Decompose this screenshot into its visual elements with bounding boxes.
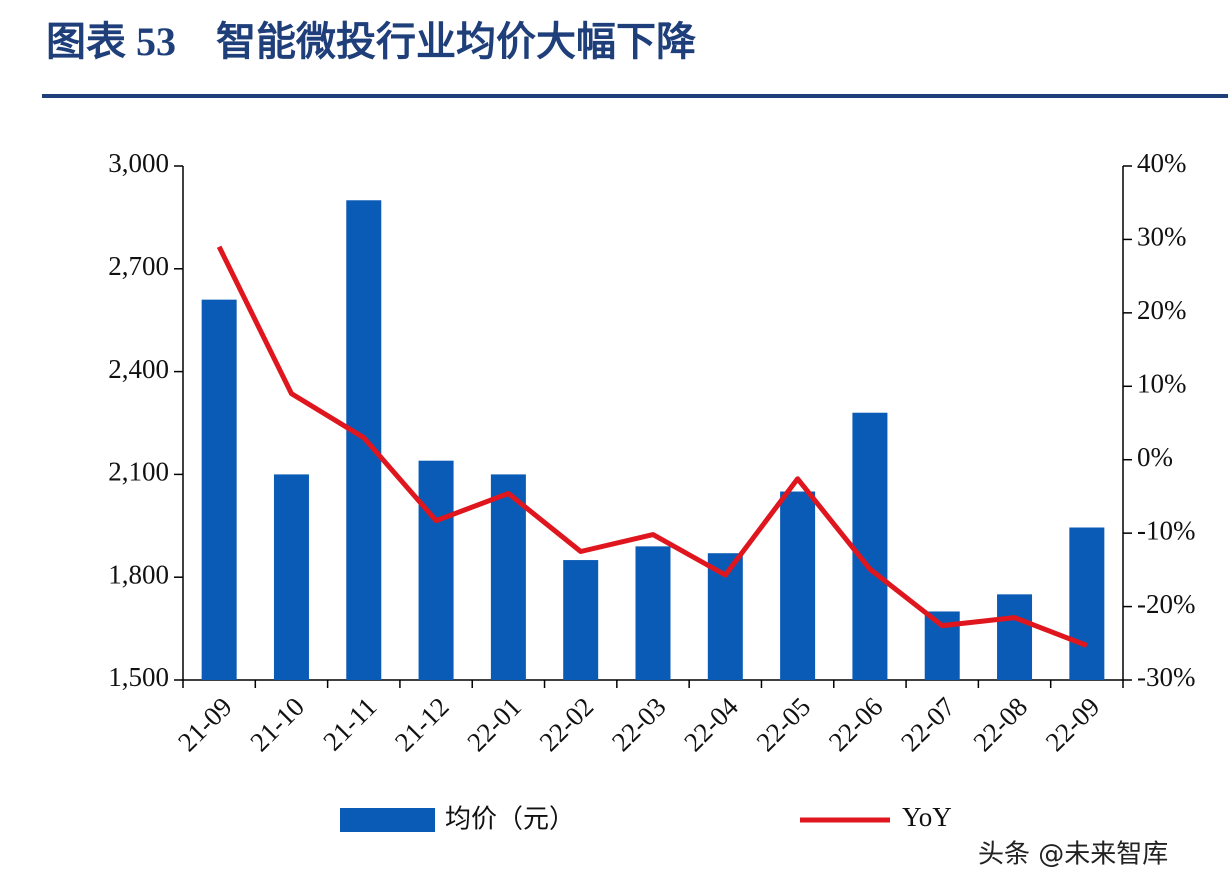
x-tick-label: 21-09	[172, 691, 238, 757]
legend-label: YoY	[902, 802, 952, 832]
y2-tick-label: 20%	[1137, 295, 1187, 325]
y2-tick-label: 40%	[1137, 148, 1187, 178]
y-tick-label: 1,800	[108, 559, 169, 589]
line	[216, 245, 1088, 648]
y2-tick-label: -20%	[1137, 589, 1195, 619]
watermark: 头条 @未来智库	[978, 840, 1168, 870]
x-tick-label: 22-04	[678, 691, 744, 757]
y2-tick-label: -30%	[1137, 662, 1195, 692]
legend-swatch	[340, 808, 435, 832]
y2-tick-label: 30%	[1137, 222, 1187, 252]
x-tick-label: 21-12	[389, 691, 455, 757]
x-tick-label: 22-01	[461, 691, 527, 757]
y-tick-label: 3,000	[108, 148, 169, 178]
bar	[1069, 527, 1105, 680]
bar	[852, 412, 888, 680]
x-tick-label: 21-10	[244, 691, 310, 757]
bar	[563, 560, 599, 680]
y-tick-label: 2,100	[108, 457, 169, 487]
y-tick-label: 1,500	[108, 662, 169, 692]
bar	[490, 474, 526, 680]
y-tick-label: 2,400	[108, 354, 169, 384]
bar	[201, 299, 237, 680]
chart-title: 图表 53 智能微投行业均价大幅下降	[46, 19, 696, 64]
x-tick-label: 22-07	[895, 691, 961, 757]
bar	[997, 594, 1033, 680]
bar	[418, 460, 454, 680]
x-tick-label: 22-09	[1040, 691, 1106, 757]
x-tick-label: 22-02	[534, 691, 600, 757]
x-tick-label: 22-03	[606, 691, 672, 757]
bar	[635, 546, 671, 680]
bar	[273, 474, 309, 680]
y-tick-label: 2,700	[108, 251, 169, 281]
y2-tick-label: 10%	[1137, 368, 1187, 398]
bar	[780, 491, 816, 680]
y2-tick-label: -10%	[1137, 515, 1195, 545]
bar	[924, 611, 960, 680]
y2-tick-label: 0%	[1137, 442, 1173, 472]
x-tick-label: 21-11	[317, 691, 382, 756]
x-tick-label: 22-05	[750, 691, 816, 757]
x-tick-label: 22-06	[823, 691, 889, 757]
legend-label: 均价（元）	[445, 805, 575, 835]
x-tick-label: 22-08	[967, 691, 1033, 757]
